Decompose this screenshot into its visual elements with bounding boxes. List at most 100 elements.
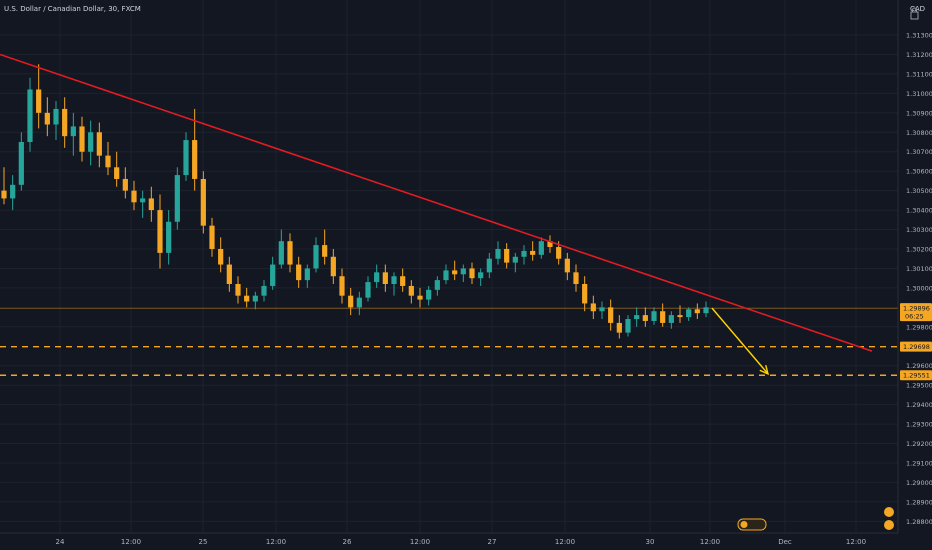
candle-body [642,315,648,321]
candle-body [469,268,475,279]
candle [478,268,484,286]
candle [140,190,146,218]
candle-body [356,297,362,308]
candle [105,142,111,176]
candle [79,116,85,162]
y-tick-label: 1.29200 [906,440,932,448]
candle [226,256,232,292]
candle-body [270,264,276,286]
candle [322,229,328,265]
candle [27,77,33,152]
candle-body [18,142,24,185]
candle-body [157,210,163,253]
price-axis[interactable]: 1.31300 1.31200 1.31100 1.31000 1.30900 1.308… [906,32,932,526]
candle [677,305,683,323]
price-axis-panel[interactable] [898,0,932,550]
candle [426,285,432,306]
candle-body [131,190,137,203]
candle-body [252,295,258,302]
candle [452,260,458,281]
candle [625,315,631,337]
candle-body [140,198,146,203]
candle-body [200,178,206,226]
candle-body [417,295,423,300]
candle [148,186,154,222]
y-tick-label: 1.29100 [906,459,932,467]
y-tick-label: 1.30500 [906,187,932,195]
candle-body [114,167,120,179]
candle [157,194,163,269]
candle-body [504,248,510,263]
candle-body [677,315,683,318]
candle [634,307,640,327]
candle [53,101,59,141]
lock-icon-body [910,11,919,20]
candle-body [235,284,241,296]
events-icon[interactable] [737,518,767,531]
candle [296,256,302,288]
level-price-badge [900,341,932,352]
candle [18,132,24,191]
candle-body [590,303,596,312]
candle-body [96,132,102,156]
candle [434,276,440,296]
y-tick-label: 1.28800 [906,518,932,526]
candle-body [521,250,527,257]
candle-body [36,89,42,113]
candle-body [547,241,553,248]
candle-body [434,280,440,290]
candle [616,315,622,339]
drawing-overlays [0,53,873,376]
current-price-badge [900,303,932,322]
y-tick-label: 1.30300 [906,226,932,234]
lock-icon[interactable] [910,7,919,20]
candle [330,248,336,285]
y-tick-label: 1.30000 [906,284,932,292]
candle-body [374,272,380,283]
time-axis[interactable]: 24 12:00 25 12:00 26 12:00 27 12:00 30 12:00 Dec 12… [56,538,867,546]
lock-icon-shackle [912,7,917,12]
candle-body [660,311,666,323]
candle-body [564,258,570,273]
candle-body [27,89,33,143]
candle [44,97,50,137]
y-tick-label: 1.28900 [906,498,932,506]
candle [642,307,648,327]
candle-body [70,126,76,137]
candle [668,311,674,329]
candle [443,264,449,285]
x-tick-label: 27 [488,538,497,546]
candle [339,268,345,304]
candle-body [443,270,449,281]
horizontal-levels [0,307,898,376]
x-tick-label: 26 [343,538,352,546]
candle [183,132,189,181]
candle [382,264,388,292]
candle [460,264,466,283]
candle [270,256,276,290]
dividends-icon-bottom [884,520,894,530]
candle [651,307,657,325]
candle [348,287,354,316]
y-tick-label: 1.30700 [906,148,932,156]
candle [521,245,527,265]
candle-body [226,264,232,285]
y-tick-label: 1.30900 [906,109,932,117]
candle-body [304,268,310,281]
time-axis-panel[interactable] [0,533,898,550]
y-tick-label: 1.29500 [906,382,932,390]
candle-body [530,250,536,255]
candle-body [166,221,172,253]
currency-label: CAD [910,5,925,13]
candle-body [512,256,518,263]
y-tick-label: 1.31100 [906,70,932,78]
dividends-icon[interactable] [884,507,894,530]
candle [400,268,406,292]
candle [174,167,180,230]
y-tick-label: 1.29600 [906,362,932,370]
candle [495,241,501,265]
candle [122,167,128,199]
candle-body [608,307,614,323]
y-tick-label: 1.29300 [906,421,932,429]
